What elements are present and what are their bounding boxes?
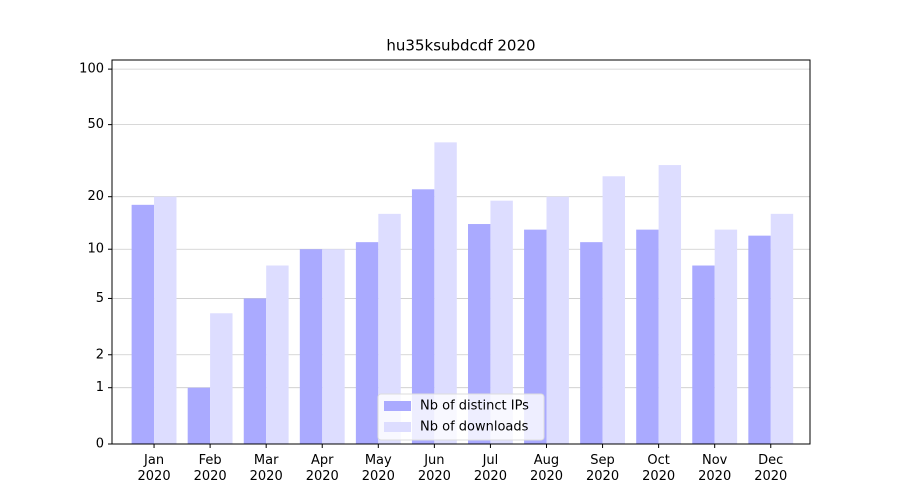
bar: [524, 229, 547, 444]
bar: [468, 224, 491, 444]
legend-label: Nb of downloads: [420, 420, 529, 435]
x-tick-label: Feb 2020: [193, 453, 227, 484]
bar: [210, 313, 233, 444]
bar: [322, 249, 345, 444]
y-tick-label: 1: [96, 380, 104, 395]
y-tick-label: 100: [79, 62, 104, 77]
legend-label: Nb of distinct IPs: [420, 399, 529, 414]
bar: [658, 165, 682, 444]
bar: [636, 229, 659, 444]
y-tick-label: 10: [87, 242, 104, 257]
bar: [434, 142, 457, 445]
chart-title: hu35ksubdcdf 2020: [386, 37, 535, 55]
x-tick-label: Oct 2020: [642, 453, 676, 484]
x-tick-label: Sep 2020: [586, 453, 620, 484]
bar: [748, 235, 771, 444]
bar: [266, 265, 289, 444]
y-tick-label: 2: [96, 347, 104, 362]
x-tick-label: Nov 2020: [698, 453, 732, 484]
x-tick-label: May 2020: [361, 453, 395, 484]
bar: [299, 249, 323, 444]
x-tick-label: Apr 2020: [305, 453, 339, 484]
y-tick-label: 0: [96, 437, 104, 452]
bar: [187, 387, 211, 444]
bar: [714, 229, 738, 444]
bar: [131, 204, 155, 444]
x-tick-label: Dec 2020: [754, 453, 788, 484]
bar: [154, 196, 177, 444]
x-tick-label: Mar 2020: [249, 453, 283, 484]
legend-swatch: [384, 401, 411, 411]
y-tick-label: 50: [87, 117, 104, 132]
bar: [770, 213, 794, 444]
bar: [692, 265, 715, 444]
bar: [411, 189, 435, 444]
x-tick-label: Jul 2020: [473, 453, 507, 484]
x-tick-label: Jan 2020: [137, 453, 171, 484]
y-tick-label: 5: [96, 291, 104, 306]
bar: [355, 242, 379, 444]
bar: [378, 213, 401, 444]
legend-swatch: [384, 422, 411, 432]
bar: [580, 242, 603, 444]
plot-frame: [111, 59, 811, 445]
bar: [490, 200, 513, 444]
y-tick-label: 20: [87, 189, 104, 204]
x-tick-label: Aug 2020: [529, 453, 564, 484]
x-tick-label: Jun 2020: [417, 453, 451, 484]
bar: [546, 196, 569, 444]
legend-box: [377, 393, 545, 441]
legend: Nb of distinct IPs Nb of downloads: [377, 393, 545, 441]
bar: [602, 176, 625, 445]
bar: [243, 298, 267, 444]
